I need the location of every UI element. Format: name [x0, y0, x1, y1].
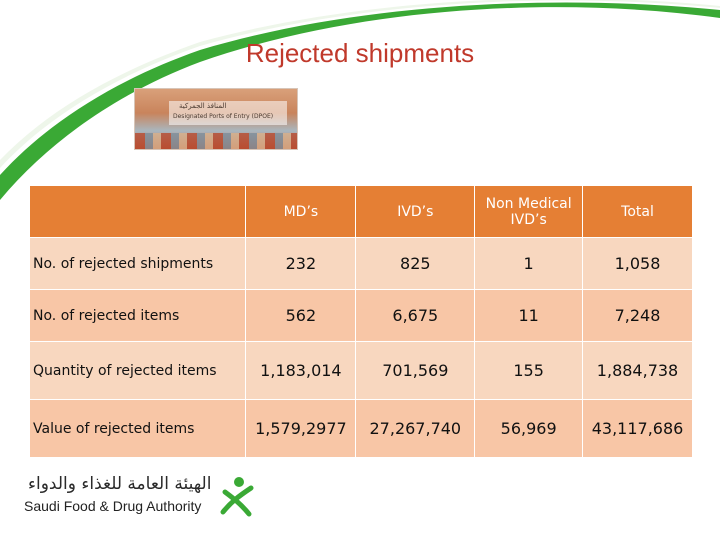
cell-non-medical-ivds: 1	[474, 237, 584, 290]
cell-mds: 1,579,2977	[245, 399, 357, 458]
row-label: Quantity of rejected items	[28, 341, 247, 400]
table-row: No. of rejected shipments 232 825 1 1,05…	[28, 237, 693, 290]
cell-mds: 232	[245, 237, 357, 290]
header-cell-non-medical-ivds: Non Medical IVD’s	[474, 185, 584, 238]
header-cell-total: Total	[582, 185, 693, 238]
photo-caption-english: Designated Ports of Entry (DPOE)	[173, 113, 274, 120]
table-row: No. of rejected items 562 6,675 11 7,248	[28, 289, 693, 342]
row-label: No. of rejected items	[28, 289, 247, 342]
cell-ivds: 701,569	[355, 341, 476, 400]
logo-arabic-text: الهيئة العامة للغذاء والدواء	[28, 474, 212, 494]
rejected-shipments-table: MD’s IVD’s Non Medical IVD’s Total No. o…	[28, 185, 693, 458]
sfda-logo: الهيئة العامة للغذاء والدواء Saudi Food …	[22, 470, 262, 522]
sfda-emblem-icon	[220, 477, 254, 517]
cell-non-medical-ivds: 155	[474, 341, 584, 400]
cell-non-medical-ivds: 11	[474, 289, 584, 342]
logo-english-text: Saudi Food & Drug Authority	[24, 498, 202, 514]
row-label: Value of rejected items	[28, 399, 247, 458]
row-label: No. of rejected shipments	[28, 237, 247, 290]
dpoe-photo: المنافذ الجمركية Designated Ports of Ent…	[134, 88, 298, 150]
photo-caption-arabic: المنافذ الجمركية	[179, 102, 227, 110]
cell-ivds: 27,267,740	[355, 399, 476, 458]
cell-mds: 562	[245, 289, 357, 342]
table-row: Value of rejected items 1,579,2977 27,26…	[28, 399, 693, 458]
cell-total: 7,248	[582, 289, 693, 342]
header-cell-mds: MD’s	[245, 185, 357, 238]
table-header-row: MD’s IVD’s Non Medical IVD’s Total	[28, 185, 693, 238]
cell-mds: 1,183,014	[245, 341, 357, 400]
cell-total: 1,884,738	[582, 341, 693, 400]
page-title: Rejected shipments	[245, 38, 475, 68]
header-swoosh	[0, 0, 720, 200]
photo-containers	[135, 133, 297, 149]
cell-total: 1,058	[582, 237, 693, 290]
header-cell-ivds: IVD’s	[355, 185, 476, 238]
cell-non-medical-ivds: 56,969	[474, 399, 584, 458]
cell-ivds: 825	[355, 237, 476, 290]
header-cell-empty	[28, 185, 247, 238]
photo-caption-band	[169, 101, 287, 125]
table-row: Quantity of rejected items 1,183,014 701…	[28, 341, 693, 400]
cell-ivds: 6,675	[355, 289, 476, 342]
cell-total: 43,117,686	[582, 399, 693, 458]
